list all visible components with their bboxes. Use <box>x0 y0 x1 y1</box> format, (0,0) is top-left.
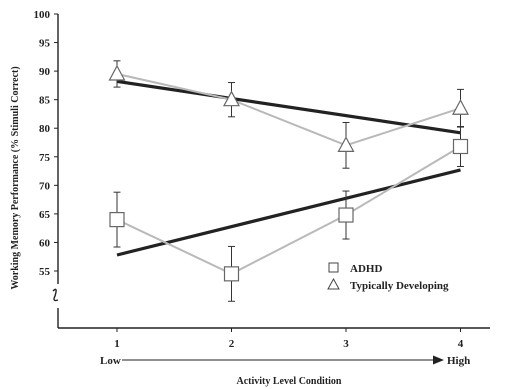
legend-label-typically-developing: Typically Developing <box>350 280 449 292</box>
series-typically-developing <box>108 60 470 169</box>
data-point-square <box>338 207 354 223</box>
legend: ADHD Typically Developing <box>327 262 449 292</box>
x-tick-label: 2 <box>229 338 235 350</box>
y-tick-label: 70 <box>39 180 51 192</box>
legend-label-adhd: ADHD <box>350 263 382 275</box>
series-line-adhd <box>116 145 462 275</box>
trend-line-typically-developing <box>116 79 461 135</box>
y-tick-label: 95 <box>39 38 51 50</box>
x-range-high-label: High <box>447 355 470 367</box>
x-range-arrowhead <box>433 355 444 365</box>
y-tick-label: 75 <box>39 152 51 164</box>
y-tick-label: 60 <box>39 237 51 249</box>
y-tick-label: 90 <box>39 66 51 78</box>
trend-line-adhd <box>116 168 461 257</box>
y-tick-label: 55 <box>39 266 51 278</box>
y-tick-label: 65 <box>39 209 51 221</box>
x-axis-title: Activity Level Condition <box>237 376 342 387</box>
y-tick-label: 80 <box>39 123 51 135</box>
x-ticks: 1 2 3 4 <box>114 328 464 350</box>
data-point-square <box>223 266 240 282</box>
series-line-typically-developing <box>116 72 461 147</box>
y-axis-title: Working Memory Performance (% Stimuli Co… <box>10 66 21 289</box>
y-tick-label: 100 <box>34 9 51 21</box>
data-point-square <box>452 138 469 155</box>
x-tick-label: 3 <box>343 338 349 350</box>
x-tick-label: 4 <box>458 338 464 350</box>
trend-lines <box>116 79 461 257</box>
data-point-triangle <box>222 90 241 107</box>
axes <box>52 14 490 329</box>
data-point-square <box>109 212 125 228</box>
y-ticks: 55 60 65 70 75 80 85 90 95 100 <box>34 9 58 278</box>
legend-triangle-marker <box>327 277 340 290</box>
x-range-low-label: Low <box>100 355 121 367</box>
y-axis-break-mark <box>52 288 59 302</box>
y-tick-label: 85 <box>39 95 51 107</box>
legend-square-marker <box>328 262 339 273</box>
series-adhd <box>109 126 469 302</box>
x-tick-label: 1 <box>114 338 120 350</box>
data-point-triangle <box>337 136 355 152</box>
data-point-triangle <box>108 64 126 81</box>
data-point-triangle <box>451 98 470 115</box>
series <box>108 60 470 302</box>
